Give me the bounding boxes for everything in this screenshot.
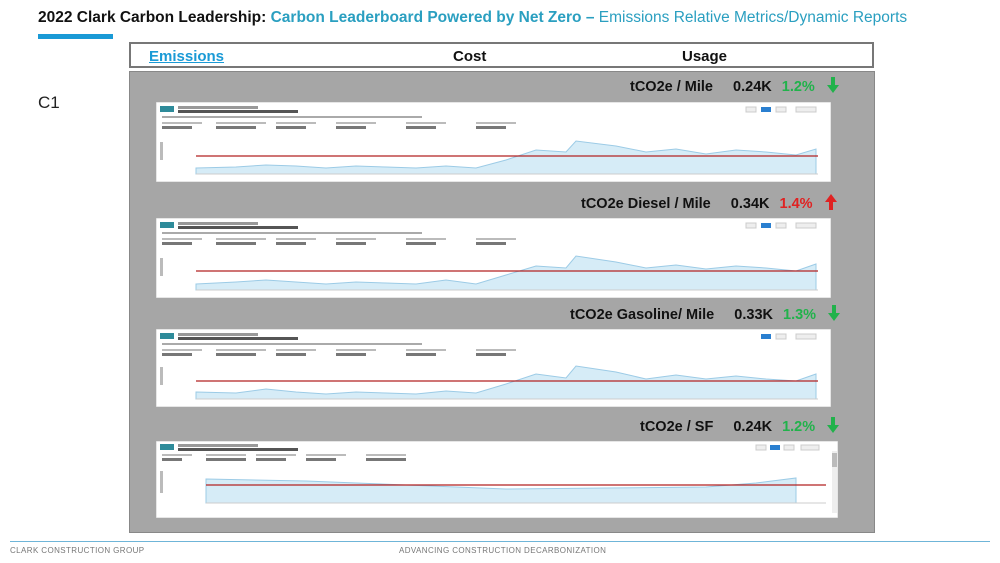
metric-value: 0.24K [733, 418, 773, 435]
metric-value: 0.33K [734, 306, 773, 323]
report-screenshot-diesel-mile [156, 218, 831, 298]
tab-emissions[interactable]: Emissions [149, 48, 225, 65]
arrow-down-icon [826, 77, 839, 97]
metric-label: tCO2e / Mile [630, 78, 713, 95]
metric-row-gasoline: tCO2e Gasoline/ Mile 0.33K 1.3% [570, 305, 841, 325]
metric-row-mile: tCO2e / Mile 0.24K 1.2% [630, 77, 839, 97]
title-highlight: Carbon Leaderboard Powered by Net Zero – [270, 9, 599, 26]
report-screenshot-gasoline-mile [156, 329, 831, 407]
tab-usage[interactable]: Usage [682, 48, 728, 65]
arrow-down-icon [827, 417, 840, 437]
metric-change: 1.4% [779, 195, 813, 212]
report-screenshot-diesel-business-entity [156, 102, 831, 182]
metric-label: tCO2e Gasoline/ Mile [570, 306, 715, 323]
report-tabs: Emissions Cost Usage [129, 42, 874, 68]
title-accent-bar [38, 34, 113, 39]
tab-cost[interactable]: Cost [453, 48, 487, 65]
arrow-down-icon [828, 305, 841, 325]
metric-row-sf: tCO2e / SF 0.24K 1.2% [640, 417, 840, 437]
footer-divider [10, 541, 990, 542]
metric-change: 1.3% [783, 306, 817, 323]
footer-company: CLARK CONSTRUCTION GROUP [10, 546, 145, 555]
metric-label: tCO2e Diesel / Mile [581, 195, 711, 212]
metric-change: 1.2% [781, 78, 815, 95]
arrow-up-icon [824, 194, 837, 214]
metric-label: tCO2e / SF [640, 418, 714, 435]
metric-row-diesel: tCO2e Diesel / Mile 0.34K 1.4% [581, 194, 837, 214]
page-title: 2022 Clark Carbon Leadership: Carbon Lea… [38, 9, 907, 27]
metric-change: 1.2% [782, 418, 816, 435]
title-suffix: Emissions Relative Metrics/Dynamic Repor… [598, 9, 908, 26]
metric-value: 0.34K [730, 195, 770, 212]
slide-label: C1 [38, 93, 60, 112]
footer-tagline: ADVANCING CONSTRUCTION DECARBONIZATION [399, 546, 607, 555]
title-prefix: 2022 Clark Carbon Leadership: [38, 9, 271, 26]
metric-value: 0.24K [733, 78, 772, 95]
report-screenshot-electricity-scope2 [156, 441, 838, 518]
